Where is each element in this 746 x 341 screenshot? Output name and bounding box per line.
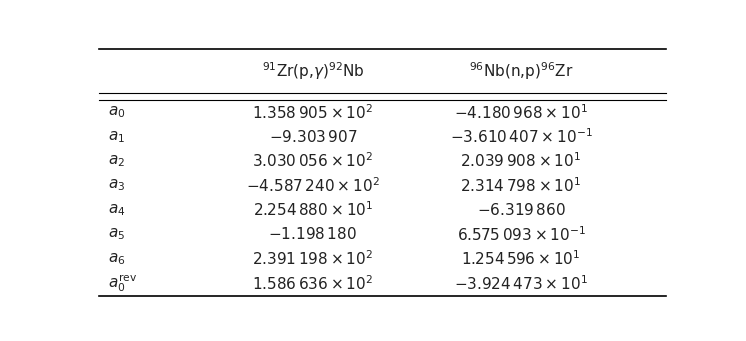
Text: $-3.610\,407 \times 10^{-1}$: $-3.610\,407 \times 10^{-1}$ [450,127,592,146]
Text: $3.030\,056 \times 10^{2}$: $3.030\,056 \times 10^{2}$ [252,152,374,170]
Text: $1.586\,636 \times 10^{2}$: $1.586\,636 \times 10^{2}$ [252,274,374,293]
Text: $-6.319\,860$: $-6.319\,860$ [477,202,565,218]
Text: $a_2$: $a_2$ [107,153,125,169]
Text: $2.254\,880 \times 10^{1}$: $2.254\,880 \times 10^{1}$ [253,201,373,219]
Text: $-1.198\,180$: $-1.198\,180$ [269,226,357,242]
Text: $-4.587\,240 \times 10^{2}$: $-4.587\,240 \times 10^{2}$ [246,176,380,195]
Text: $^{91}$Zr(p,$\gamma$)$^{92}$Nb: $^{91}$Zr(p,$\gamma$)$^{92}$Nb [262,60,364,82]
Text: $2.314\,798 \times 10^{1}$: $2.314\,798 \times 10^{1}$ [460,176,582,195]
Text: $1.358\,905 \times 10^{2}$: $1.358\,905 \times 10^{2}$ [252,103,374,122]
Text: $-9.303\,907$: $-9.303\,907$ [269,129,357,145]
Text: $a_5$: $a_5$ [107,227,125,242]
Text: $6.575\,093 \times 10^{-1}$: $6.575\,093 \times 10^{-1}$ [457,225,586,244]
Text: $a_3$: $a_3$ [107,178,125,193]
Text: $a_4$: $a_4$ [107,202,125,218]
Text: $a_1$: $a_1$ [107,129,125,145]
Text: $2.391\,198 \times 10^{2}$: $2.391\,198 \times 10^{2}$ [252,250,374,268]
Text: $-4.180\,968 \times 10^{1}$: $-4.180\,968 \times 10^{1}$ [454,103,588,122]
Text: $1.254\,596 \times 10^{1}$: $1.254\,596 \times 10^{1}$ [461,250,581,268]
Text: $-3.924\,473 \times 10^{1}$: $-3.924\,473 \times 10^{1}$ [454,274,588,293]
Text: $a_6$: $a_6$ [107,251,125,267]
Text: $2.039\,908 \times 10^{1}$: $2.039\,908 \times 10^{1}$ [460,152,582,170]
Text: $^{96}$Nb(n,p)$^{96}$Zr: $^{96}$Nb(n,p)$^{96}$Zr [469,60,573,82]
Text: $a_0^{\mathrm{rev}}$: $a_0^{\mathrm{rev}}$ [107,272,137,294]
Text: $a_0$: $a_0$ [107,104,125,120]
